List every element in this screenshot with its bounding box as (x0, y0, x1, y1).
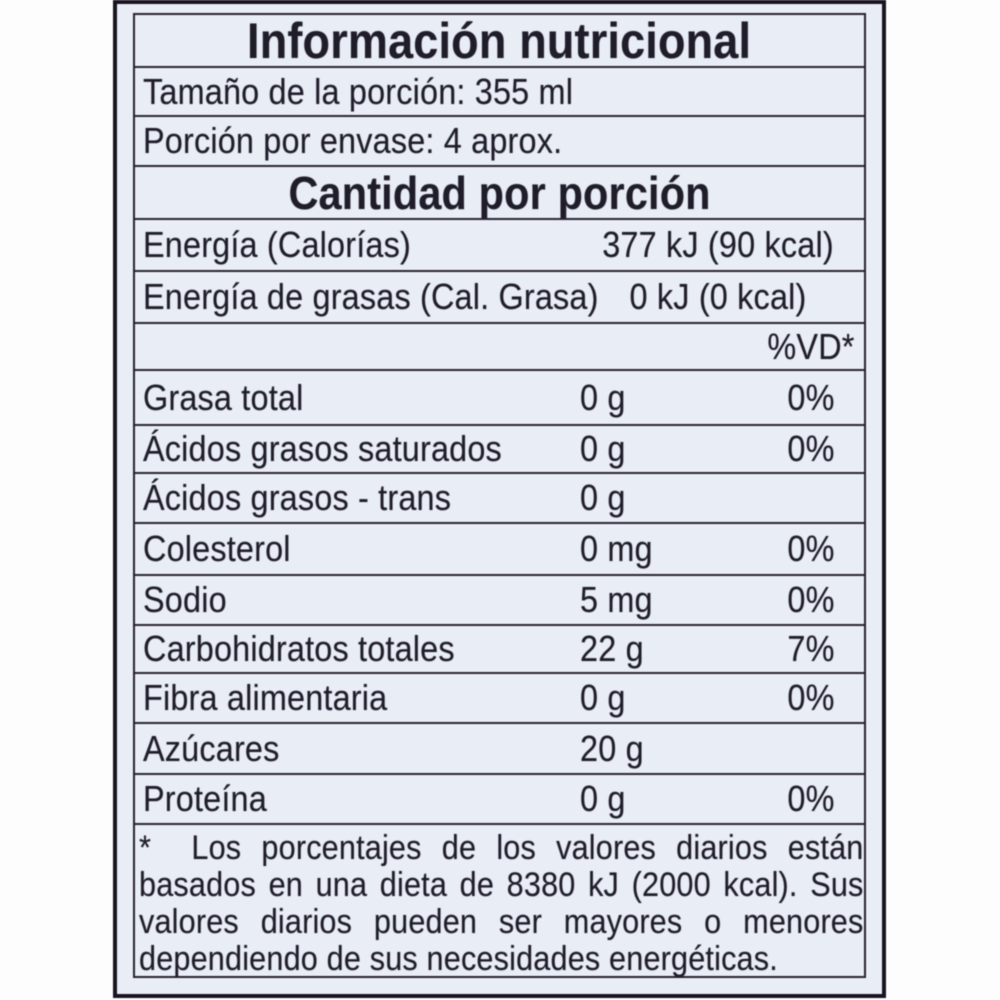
label-title-row: Información nutricional (135, 13, 864, 69)
nutrient-name: Azúcares (143, 727, 280, 769)
nutrient-dv: 0% (787, 528, 835, 569)
nutrient-row: Ácidos grasos - trans 0 g (135, 472, 864, 522)
footnote-row: * Los porcentajes de los valores diarios… (135, 823, 864, 978)
nutrient-amount: 0 g (580, 428, 626, 469)
nutrient-name: Carbohidratos totales (143, 628, 455, 669)
nutrient-amount: 0 mg (580, 528, 653, 569)
section-header-row: Cantidad por porción (135, 165, 864, 219)
energy-fat-value: 0 kJ (0 kcal) (629, 276, 807, 317)
nutrient-name: Ácidos grasos saturados (143, 428, 502, 469)
nutrient-dv: 0% (787, 428, 835, 469)
nutrient-name: Proteína (143, 778, 267, 819)
energy-fat-name: Energía de grasas (Cal. Grasa) (143, 276, 599, 317)
nutrient-row: Colesterol 0 mg 0% (135, 522, 864, 574)
nutrient-name: Ácidos grasos - trans (143, 477, 452, 518)
nutrient-row: Carbohidratos totales 22 g 7% (135, 624, 864, 672)
nutrient-dv: 0% (787, 376, 835, 418)
nutrient-amount: 0 g (580, 677, 626, 718)
footnote-line: valores diarios pueden ser mayores o men… (139, 903, 864, 941)
nutrient-row: Sodio 5 mg 0% (135, 574, 864, 624)
label-outer-frame: Información nutricional Tamaño de la por… (113, 0, 886, 998)
servings-per-container-row: Porción por envase: 4 aprox. (135, 115, 864, 165)
nutrient-name: Fibra alimentaria (143, 677, 388, 718)
nutrient-dv: 0% (787, 778, 835, 819)
energy-row: Energía (Calorías) 377 kJ (90 kcal) (135, 218, 864, 270)
nutrient-amount: 5 mg (580, 579, 653, 620)
nutrient-amount: 22 g (580, 628, 644, 669)
nutrient-row: Ácidos grasos saturados 0 g 0% (135, 424, 864, 472)
serving-size-row: Tamaño de la porción: 355 ml (135, 66, 864, 115)
nutrient-name: Sodio (143, 579, 227, 620)
nutrient-row: Proteína 0 g 0% (135, 773, 864, 823)
nutrient-dv: 7% (787, 628, 835, 669)
nutrition-facts-table: Información nutricional Tamaño de la por… (133, 13, 866, 978)
footnote-line: * Los porcentajes de los valores diarios… (139, 829, 864, 867)
nutrient-name: Colesterol (143, 528, 291, 569)
section-header: Cantidad por porción (288, 166, 711, 219)
nutrient-row: Azúcares 20 g (135, 722, 864, 773)
energy-name: Energía (Calorías) (143, 224, 411, 265)
energy-value: 377 kJ (90 kcal) (602, 224, 834, 265)
serving-size-text: Tamaño de la porción: 355 ml (143, 70, 574, 112)
daily-value-header: %VD* (767, 325, 855, 367)
footnote-line: basados en una dieta de 8380 kJ (2000 kc… (139, 866, 864, 904)
nutrient-name: Grasa total (143, 376, 304, 418)
footnote-text: * Los porcentajes de los valores diarios… (139, 830, 864, 978)
nutrient-amount: 0 g (580, 477, 626, 518)
daily-value-header-row: %VD* (135, 322, 864, 369)
nutrient-amount: 20 g (580, 727, 644, 769)
nutrient-row: Fibra alimentaria 0 g 0% (135, 672, 864, 722)
footnote-line: dependiendo de sus necesidades energétic… (139, 940, 778, 978)
servings-per-container-text: Porción por envase: 4 aprox. (143, 120, 563, 161)
nutrient-dv: 0% (787, 677, 835, 718)
label-title: Información nutricional (247, 12, 752, 69)
nutrient-amount: 0 g (580, 376, 626, 418)
nutrient-amount: 0 g (580, 778, 626, 819)
nutrient-dv: 0% (787, 579, 835, 620)
energy-fat-row: Energía de grasas (Cal. Grasa) 0 kJ (0 k… (135, 270, 864, 322)
nutrient-row: Grasa total 0 g 0% (135, 369, 864, 424)
